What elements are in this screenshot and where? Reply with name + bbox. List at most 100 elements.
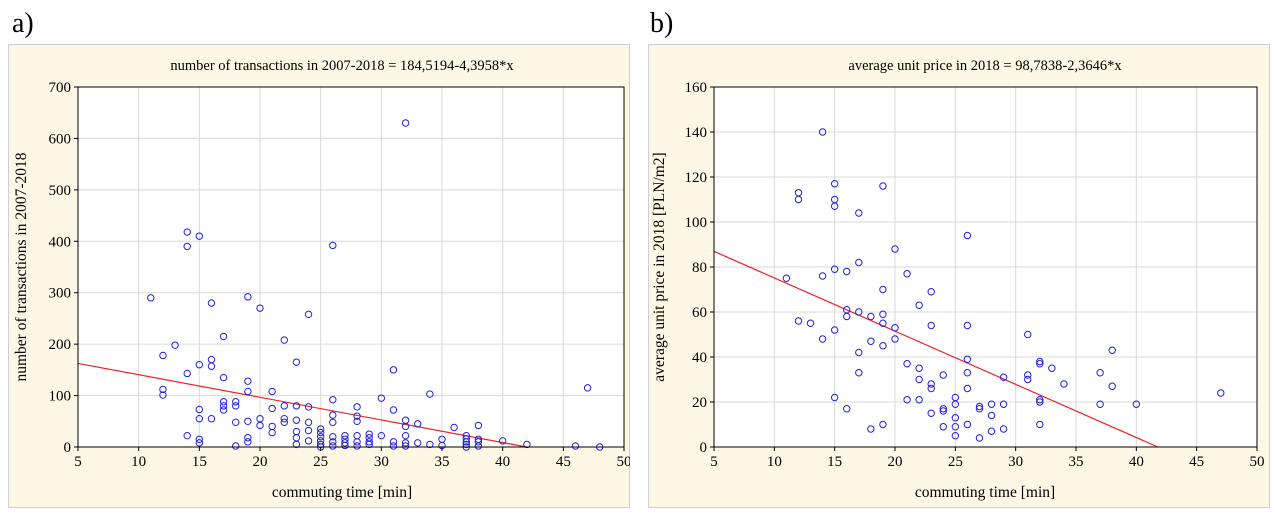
x-tick-label: 15 [827,454,842,470]
data-point [1048,364,1056,372]
data-point [304,310,313,319]
y-tick-label: 400 [49,234,72,250]
x-tick-label: 25 [948,454,963,470]
data-point [843,405,851,413]
data-point [927,380,935,388]
data-point [1108,382,1116,390]
points [782,128,1225,442]
data-point [353,403,361,411]
chart-transactions: number of transactions in 2007-2018 = 18… [8,44,630,508]
data-point [1024,375,1032,384]
data-point [915,364,923,372]
data-point [782,274,791,282]
x-tick-label: 5 [710,454,718,470]
data-point [963,369,972,377]
data-point [183,242,191,251]
data-point [341,431,349,440]
data-point [450,423,458,432]
data-point [843,312,851,321]
data-point [195,435,204,443]
data-point [818,272,827,280]
data-point [232,418,240,427]
data-point [389,406,398,414]
data-point [268,387,276,396]
x-tick-label: 20 [888,454,903,470]
data-point [329,411,337,419]
y-tick-label: 100 [685,215,708,231]
data-point [879,420,887,429]
data-point [414,420,422,428]
y-tick-label: 500 [49,183,72,199]
data-point [879,285,887,294]
data-point [879,342,887,350]
data-point [232,402,240,410]
data-point [426,390,434,398]
data-point [304,426,313,435]
data-point [843,267,851,276]
x-axis-label: commuting time [min] [272,484,412,501]
data-point [927,288,935,296]
plot-area [78,87,624,447]
data-point [987,411,996,420]
data-point [806,319,815,327]
x-tick-label: 15 [192,454,207,470]
data-point [474,442,483,450]
y-tick-label: 0 [700,440,708,456]
data-point [292,416,301,424]
data-point [304,418,313,427]
data-point [1024,371,1032,379]
data-point [462,435,470,443]
data-point [268,428,276,437]
data-point [855,369,863,377]
data-point [353,438,361,446]
data-point [927,409,935,417]
data-point [951,414,960,422]
data-point [818,335,827,343]
y-tick-label: 700 [49,80,72,96]
data-point [830,326,839,334]
data-point [183,228,191,236]
x-tick-label: 30 [1008,454,1023,470]
data-point [219,406,228,414]
data-point [855,209,863,217]
data-point [244,438,252,446]
data-point [915,396,923,404]
x-tick-label: 35 [1069,454,1084,470]
data-point [951,423,960,431]
x-tick-label: 30 [374,454,389,470]
data-point [329,395,337,404]
y-axis-label: number of transactions in 2007-2018 [13,152,30,381]
data-point [462,440,470,449]
y-tick-label: 600 [49,131,72,147]
data-point [219,398,228,406]
data-point [1036,396,1044,404]
data-point [183,369,191,378]
x-tick-label: 10 [131,454,146,470]
data-point [280,415,288,423]
data-point [951,400,960,408]
chart-unit-price: average unit price in 2018 = 98,7838-2,3… [648,44,1270,508]
data-point [195,405,204,414]
y-tick-label: 300 [49,286,72,302]
data-point [1024,330,1032,339]
data-point [951,432,960,440]
data-point [401,442,410,450]
data-point [474,438,483,446]
x-tick-label: 20 [253,454,268,470]
data-point [1036,420,1044,429]
data-point [1132,400,1141,408]
data-point [867,425,875,433]
x-tick-label: 50 [1250,454,1265,470]
data-point [999,373,1008,381]
data-point [365,438,373,446]
data-point [891,324,899,332]
data-point [195,439,204,447]
x-tick-label: 40 [1129,454,1144,470]
data-point [462,438,470,446]
data-point [207,415,216,423]
y-tick-label: 0 [64,440,72,456]
y-tick-label: 100 [49,389,72,405]
data-point [280,418,288,427]
data-point [304,403,313,411]
data-point [879,310,887,318]
